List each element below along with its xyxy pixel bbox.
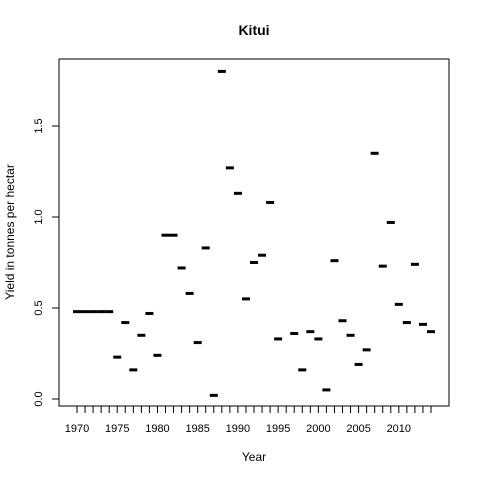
x-tick-label: 1970: [65, 423, 89, 435]
x-axis-label: Year: [242, 450, 266, 464]
chart-title: Kitui: [238, 22, 269, 38]
data-marks: [73, 69, 435, 397]
y-tick-label: 0.5: [33, 300, 45, 315]
x-tick-label: 1995: [266, 423, 290, 435]
x-tick-label: 1990: [226, 423, 250, 435]
x-tick-label: 2010: [387, 423, 411, 435]
y-axis-label: Yield in tonnes per hectar: [3, 164, 17, 300]
plot-frame: [58, 58, 450, 407]
y-tick-label: 1.5: [33, 118, 45, 133]
x-tick-label: 2005: [346, 423, 370, 435]
y-tick-label: 1.0: [33, 209, 45, 224]
y-tick-label: 0.0: [33, 391, 45, 406]
x-tick-label: 1975: [105, 423, 129, 435]
x-tick-label: 1985: [185, 423, 209, 435]
x-tick-label: 2000: [306, 423, 330, 435]
x-tick-label: 1980: [145, 423, 169, 435]
x-axis: 1970 1975 1980 1985 1990 1995 2000 2005 2010: [65, 406, 432, 435]
y-axis: 0.0 0.5 1.0 1.5: [33, 118, 59, 407]
